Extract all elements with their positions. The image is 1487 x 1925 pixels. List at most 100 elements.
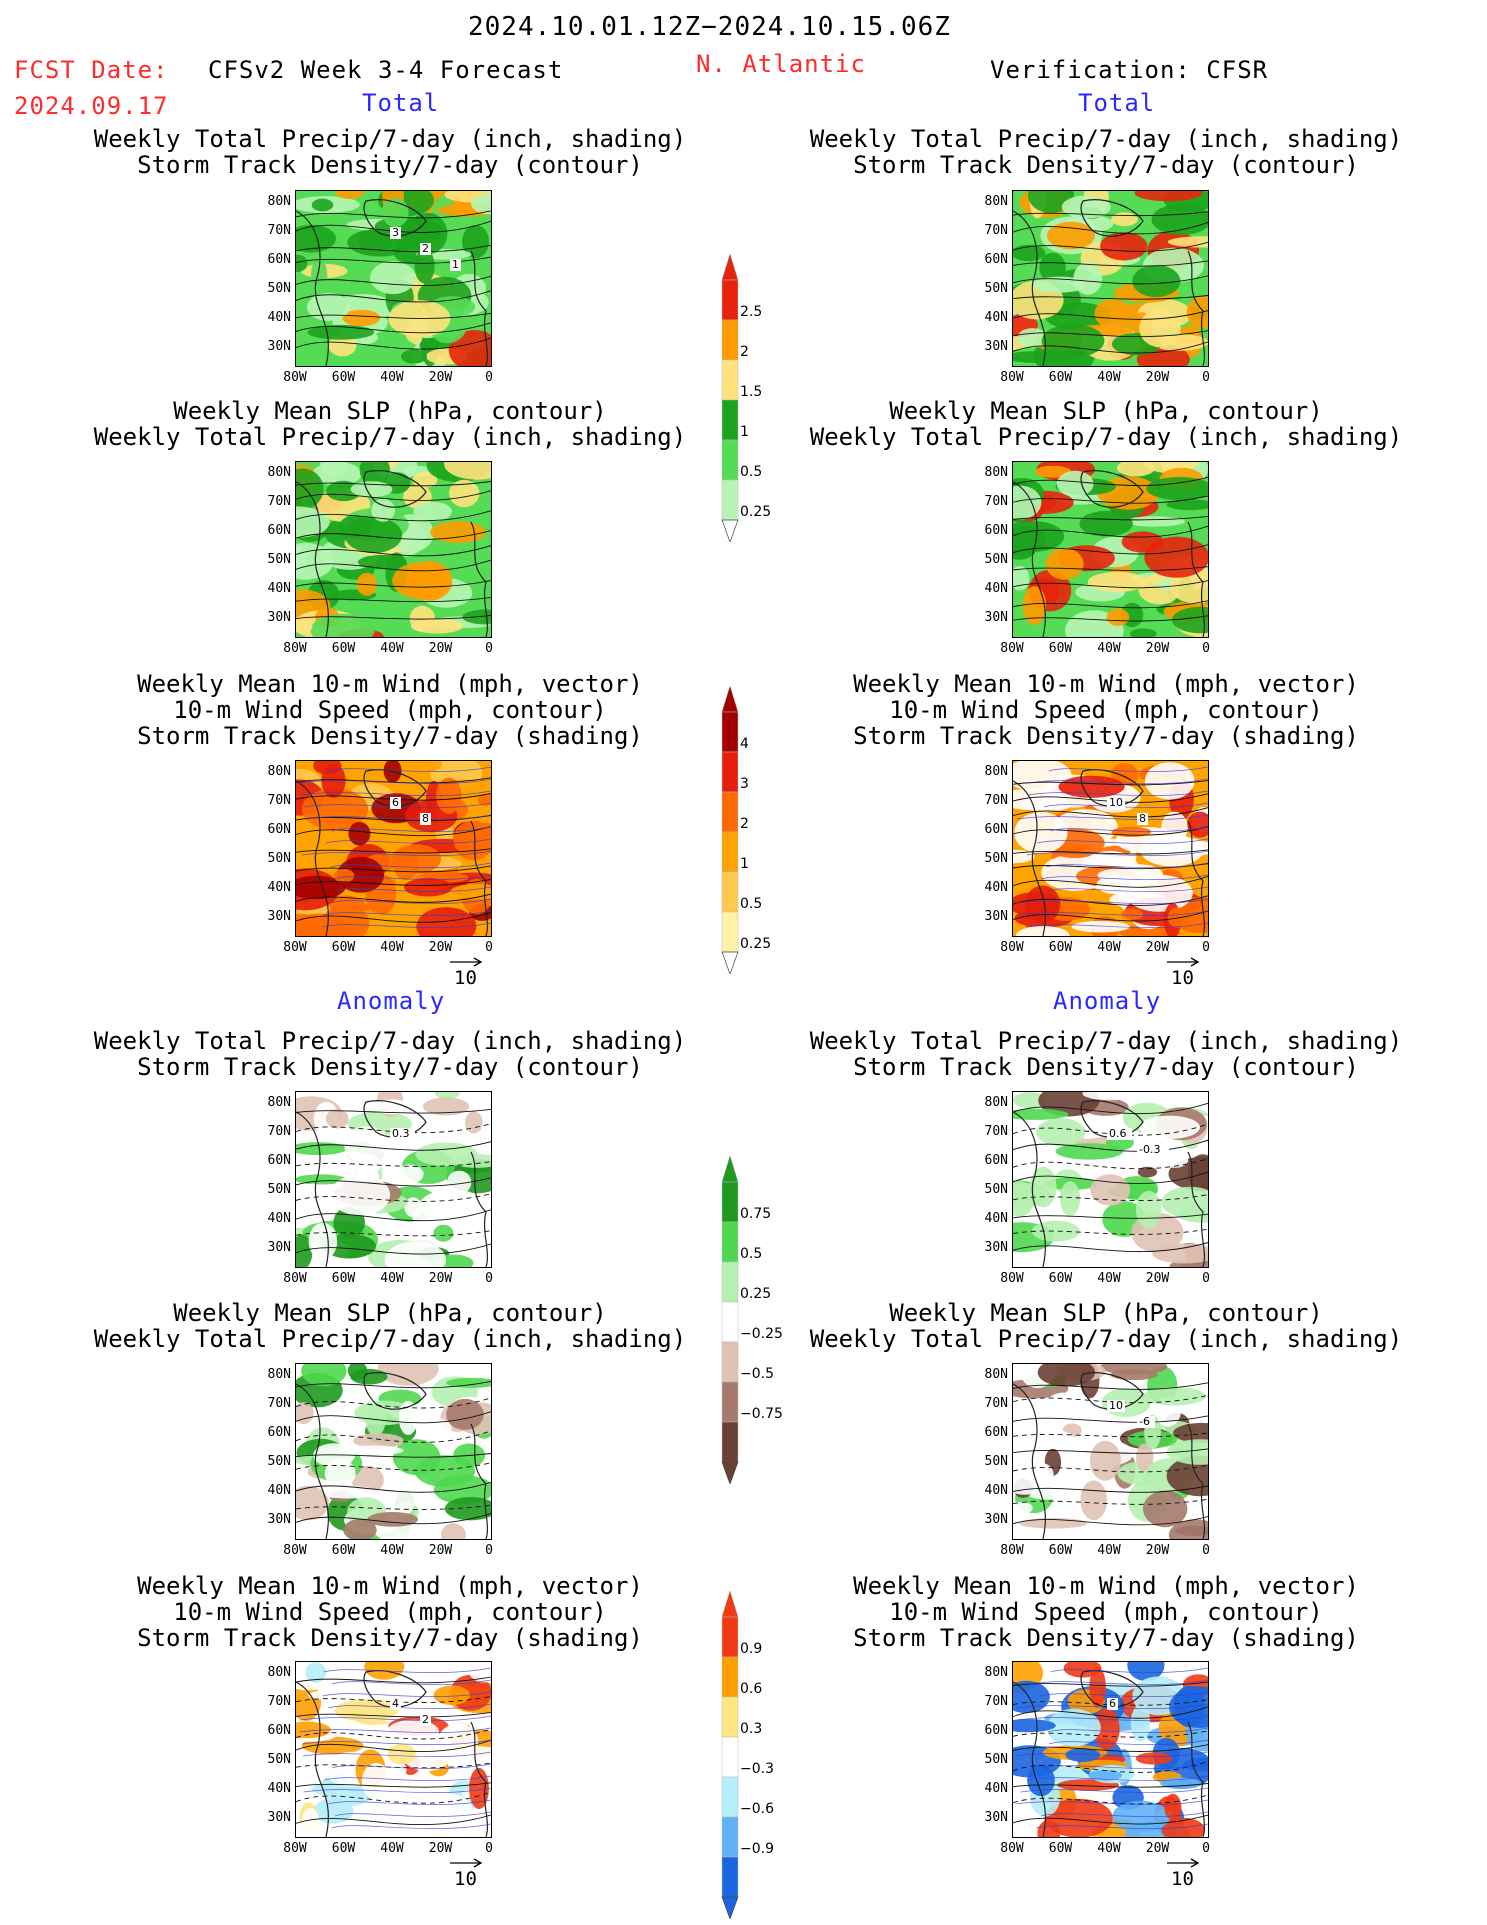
lat-tick-label: 30N: [267, 1240, 291, 1255]
colorbar-tick-label: 0.25: [740, 1286, 772, 1302]
map-field-svg: [296, 1364, 491, 1539]
lon-tick-label: 60W: [1048, 370, 1073, 385]
colorbar-tick-label: 0.3: [740, 1721, 763, 1737]
contour-label-text: -0.3: [1139, 1143, 1160, 1156]
contour-label-text: 4: [392, 1697, 399, 1710]
section-anomaly-right: Anomaly: [1053, 987, 1162, 1015]
lat-tick-label: 40N: [267, 581, 291, 596]
lon-tick-label: 80W: [1000, 1841, 1024, 1856]
lat-tick-label: 40N: [267, 310, 291, 325]
lon-tick-label: 40W: [380, 370, 404, 385]
lat-tick-label: 70N: [267, 1694, 291, 1709]
lat-tick-label: 40N: [984, 1483, 1008, 1498]
contour-label-text: 6: [1109, 1697, 1116, 1710]
colorbar-tick-label: 0.5: [740, 1246, 763, 1262]
colorbar: [721, 254, 739, 542]
colorbar-tick-label: 0.9: [740, 1641, 763, 1657]
lon-tick-label: 80W: [1000, 940, 1024, 955]
contour-label: 4: [390, 1697, 401, 1710]
lon-tick-label: 0: [485, 1271, 493, 1286]
lon-tick-label: 0: [485, 940, 493, 955]
panel-title-line: Weekly Total Precip/7-day (inch, shading…: [809, 1325, 1403, 1353]
contour-label: 6: [390, 796, 401, 809]
panel-title-line: Weekly Total Precip/7-day (inch, shading…: [809, 125, 1403, 153]
colorbar-tick-label: 3: [740, 776, 749, 792]
lon-tick-label: 0: [485, 1841, 493, 1856]
panel-title-line: Weekly Total Precip/7-day (inch, shading…: [93, 423, 687, 451]
reference-arrow-icon: [1167, 1858, 1200, 1868]
lat-tick-label: 40N: [267, 880, 291, 895]
lat-tick-label: 40N: [984, 1211, 1008, 1226]
lat-tick-label: 60N: [984, 1723, 1008, 1738]
contour-label-text: 0.3: [392, 1127, 410, 1140]
lat-tick-label: 30N: [267, 610, 291, 625]
contour-label: 2: [420, 1713, 431, 1726]
lat-tick-label: 60N: [984, 252, 1008, 267]
lat-tick-label: 60N: [267, 1153, 291, 1168]
colorbar-tick-label: 0.25: [740, 504, 772, 520]
map-panel: 0.3: [295, 1091, 492, 1268]
lon-tick-label: 40W: [1097, 370, 1121, 385]
map-field-svg: 0.3: [296, 1092, 491, 1267]
lat-tick-label: 30N: [267, 339, 291, 354]
colorbar-tick-label: 1: [740, 856, 749, 872]
panel-title-line: Weekly Mean SLP (hPa, contour): [889, 1299, 1323, 1327]
lon-tick-label: 0: [485, 1543, 493, 1558]
contour-label: -0.3: [1137, 1143, 1169, 1156]
lat-tick-label: 30N: [267, 1512, 291, 1527]
colorbar-tick-label: 2.5: [740, 304, 763, 320]
lat-tick-label: 50N: [984, 1182, 1008, 1197]
lat-tick-label: 60N: [267, 252, 291, 267]
colorbar-tick-label: −0.9: [740, 1841, 774, 1857]
lon-tick-label: 60W: [331, 1841, 356, 1856]
section-total-left: Total: [362, 89, 440, 117]
contour-label-text: 8: [422, 812, 429, 825]
panel-title-line: Storm Track Density/7-day (contour): [853, 151, 1359, 179]
lat-tick-label: 50N: [267, 851, 291, 866]
lon-tick-label: 20W: [1145, 370, 1170, 385]
lon-tick-label: 0: [1202, 940, 1210, 955]
colorbar-tick-label: 2: [740, 344, 749, 360]
map-field-svg: 6: [1013, 1662, 1208, 1837]
lon-tick-label: 20W: [428, 1543, 453, 1558]
map-panel: [295, 1363, 492, 1540]
lat-tick-label: 30N: [984, 610, 1008, 625]
lat-tick-label: 70N: [984, 1124, 1008, 1139]
lon-tick-label: 0: [1202, 370, 1210, 385]
contour-label-text: 0.6: [1109, 1127, 1127, 1140]
section-anomaly-left: Anomaly: [337, 987, 446, 1015]
lon-tick-label: 80W: [1000, 370, 1024, 385]
lat-tick-label: 70N: [984, 223, 1008, 238]
colorbar: [721, 1591, 739, 1919]
lat-tick-label: 80N: [267, 1095, 291, 1110]
colorbar-tick-label: 0.5: [740, 896, 763, 912]
colorbar-tick-label: 0.25: [740, 936, 772, 952]
lat-tick-label: 40N: [267, 1781, 291, 1796]
lat-tick-label: 30N: [267, 1810, 291, 1825]
lat-tick-label: 30N: [267, 909, 291, 924]
map-panel: 0.6 -0.3: [1012, 1091, 1209, 1268]
lat-tick-label: 50N: [267, 1454, 291, 1469]
lat-tick-label: 50N: [984, 1752, 1008, 1767]
lon-tick-label: 60W: [1048, 940, 1073, 955]
contour-label: 0.6: [1107, 1127, 1132, 1140]
reference-vector-label: 10: [1171, 1868, 1194, 1890]
panel-title-line: Weekly Mean 10-m Wind (mph, vector): [137, 670, 643, 698]
lon-tick-label: 40W: [380, 940, 404, 955]
contour-label: 2: [420, 242, 431, 255]
lat-tick-label: 30N: [984, 909, 1008, 924]
lat-tick-label: 80N: [984, 194, 1008, 209]
lat-tick-label: 60N: [984, 1425, 1008, 1440]
map-field-svg: [296, 462, 491, 637]
lon-tick-label: 20W: [428, 940, 453, 955]
map-panel: 6: [1012, 1661, 1209, 1838]
lat-tick-label: 30N: [984, 1512, 1008, 1527]
lat-tick-label: 50N: [267, 552, 291, 567]
lat-tick-label: 70N: [267, 223, 291, 238]
lat-tick-label: 70N: [267, 793, 291, 808]
lon-tick-label: 20W: [428, 1841, 453, 1856]
colorbar-tick-label: −0.6: [740, 1801, 774, 1817]
lon-tick-label: 40W: [1097, 641, 1121, 656]
lat-tick-label: 80N: [267, 1367, 291, 1382]
